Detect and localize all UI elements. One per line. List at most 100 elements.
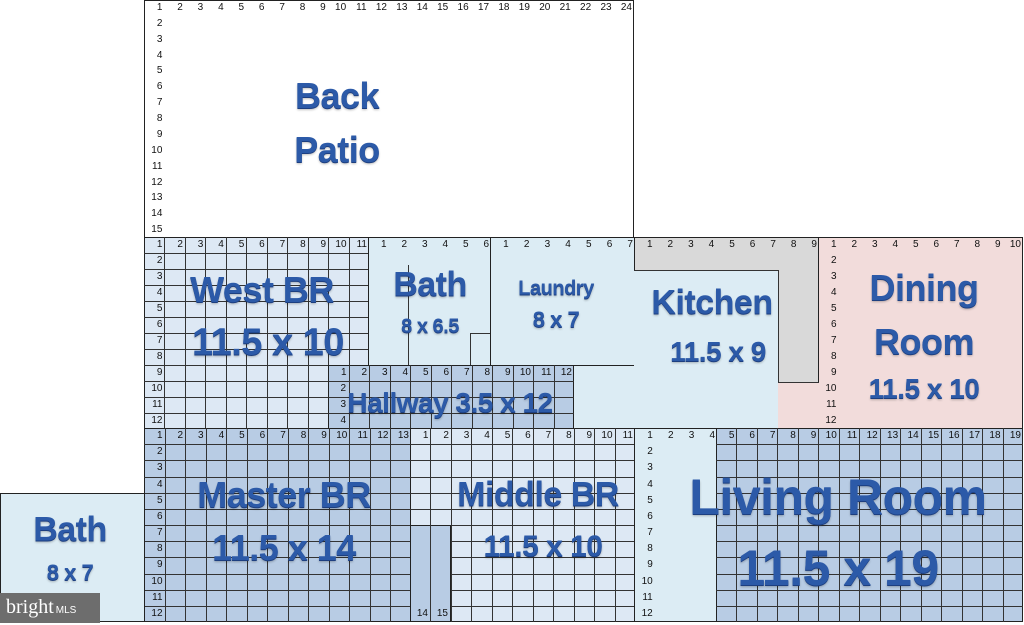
grid-number: 4: [442, 239, 448, 250]
laundry-label: Laundry: [518, 277, 594, 300]
grid-number: 7: [279, 239, 286, 250]
grid-number: 3: [830, 271, 837, 282]
grid-number: 12: [377, 430, 389, 441]
grid-number: 13: [396, 2, 408, 13]
grid-line: [410, 605, 635, 607]
grid-number: 6: [443, 367, 449, 378]
grid-number: 9: [156, 128, 163, 140]
grid-number: 1: [422, 430, 429, 441]
grid-number: 7: [770, 239, 776, 250]
grid-number: 13: [887, 430, 899, 441]
grid-number: 8: [300, 430, 307, 441]
grid-number: 4: [218, 239, 224, 250]
grid-number: 4: [647, 478, 653, 490]
grid-number: 2: [851, 239, 857, 250]
grid-number: 9: [647, 559, 653, 571]
grid-number: 4: [565, 239, 571, 250]
back-patio: [144, 0, 634, 238]
grid-line: [144, 365, 369, 366]
grid-number: 1: [156, 239, 163, 250]
grid-line: [716, 573, 1023, 575]
grid-number: 11: [642, 591, 653, 603]
grid-line: [410, 460, 635, 462]
grid-line: [328, 413, 574, 414]
grid-number: 8: [647, 543, 653, 555]
grid-number: 1: [503, 239, 509, 250]
grid-number: 5: [462, 239, 469, 250]
grid-line: [144, 605, 411, 607]
grid-number: 3: [463, 430, 470, 441]
grid-number: 19: [1009, 430, 1021, 441]
grid-line: [144, 492, 411, 494]
grid-number: 12: [560, 367, 572, 378]
grid-number: 10: [1009, 239, 1021, 250]
grid-number: 7: [830, 335, 837, 346]
grid-number: 9: [811, 239, 817, 250]
living-room-label: Living Room: [689, 469, 987, 525]
grid-line: [144, 525, 411, 526]
grid-number: 4: [156, 478, 163, 490]
grid-line: [410, 476, 635, 478]
grid-line: [408, 265, 409, 365]
grid-line: [144, 573, 411, 575]
grid-line: [144, 589, 411, 591]
grid-number: 9: [320, 2, 326, 13]
grid-number: 8: [156, 543, 163, 555]
grid-line: [144, 444, 411, 446]
grid-number: 7: [156, 527, 163, 538]
grid-number: 17: [477, 2, 490, 13]
grid-number: 5: [422, 367, 429, 378]
grid-number: 14: [416, 2, 428, 13]
grid-number: 14: [416, 608, 428, 619]
grid-number: 9: [994, 239, 1001, 250]
grid-number: 1: [340, 367, 347, 378]
grid-line: [716, 557, 1023, 559]
grid-number: 21: [559, 2, 571, 13]
grid-number: 15: [927, 430, 940, 441]
grid-number: 4: [402, 367, 408, 378]
grid-number: 6: [259, 239, 265, 250]
grid-number: 5: [647, 494, 653, 506]
grid-number: 3: [688, 239, 694, 250]
grid-number: 1: [830, 239, 837, 250]
grid-number: 11: [356, 2, 367, 13]
grid-number: 12: [375, 2, 387, 13]
master-br-size: 11.5 x 14: [212, 527, 356, 568]
grid-number: 6: [156, 81, 163, 93]
grid-number: 7: [769, 430, 776, 441]
grid-number: 4: [709, 430, 715, 441]
grid-line: [778, 382, 819, 383]
grid-number: 6: [156, 510, 163, 522]
grid-line: [716, 589, 1023, 591]
grid-line: [716, 508, 1023, 510]
grid-number: 14: [151, 208, 163, 220]
grid-number: 3: [156, 33, 163, 45]
grid-number: 10: [825, 383, 837, 394]
grid-number: 4: [156, 287, 163, 298]
grid-number: 6: [259, 430, 266, 441]
grid-line: [144, 397, 369, 398]
grid-number: 2: [667, 239, 674, 250]
grid-number: 6: [933, 239, 939, 250]
grid-number: 11: [152, 160, 163, 172]
grid-number: 10: [335, 239, 347, 250]
grid-line: [410, 508, 635, 510]
grid-number: 10: [336, 430, 348, 441]
grid-line: [144, 269, 369, 270]
grid-number: 2: [177, 430, 184, 441]
bright-mls-logo: bright MLS: [0, 593, 100, 623]
dining-room-ext: [778, 382, 819, 429]
grid-line: [144, 317, 369, 318]
grid-line: [716, 525, 1023, 526]
living-room-size: 11.5 x 19: [737, 540, 939, 596]
grid-number: 10: [825, 430, 837, 441]
grid-number: 15: [436, 608, 448, 619]
grid-number: 8: [790, 239, 797, 250]
grid-number: 16: [457, 2, 469, 13]
grid-number: 2: [156, 446, 163, 458]
grid-line: [470, 333, 471, 365]
grid-number: 6: [830, 319, 837, 330]
grid-number: 6: [647, 510, 653, 522]
grid-number: 5: [156, 494, 163, 506]
grid-line: [144, 460, 411, 462]
